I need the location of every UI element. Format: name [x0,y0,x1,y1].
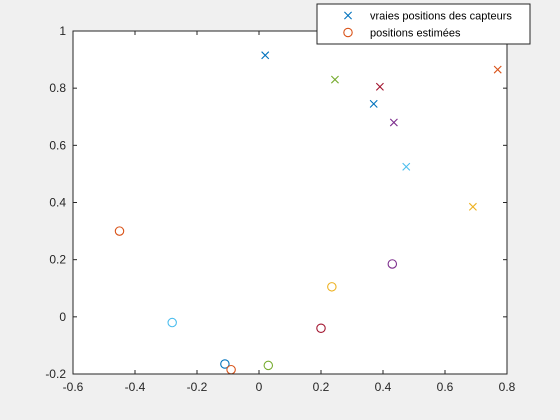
x-tick-label: 0.6 [437,380,454,394]
true-position-marker [261,51,270,60]
true-position-marker [402,162,411,171]
x-tick-label: -0.6 [63,380,84,394]
legend-x-marker-icon [344,11,352,20]
legend-label-true-positions: vraies positions des capteurs [370,11,512,23]
axes-box [72,30,508,375]
points-layer [114,51,502,375]
true-position-marker [468,202,477,211]
legend-label-estimated-positions: positions estimées [370,28,461,40]
y-tick-label: -0.2 [45,367,66,381]
x-tick-label: 0.8 [499,380,516,394]
estimated-position-marker [263,360,274,371]
x-tick-label: 0.2 [313,380,330,394]
true-position-marker [389,118,398,127]
x-tick-label: -0.2 [187,380,208,394]
estimated-position-marker [327,282,337,292]
y-tick-label: 0.6 [49,138,66,152]
true-position-marker [493,65,502,74]
estimated-position-marker [167,317,177,328]
x-tick-label: 0.4 [375,380,392,394]
legend-circle-marker-icon [343,27,353,38]
y-tick-label: 0.8 [49,81,66,95]
estimated-position-marker [387,259,398,269]
x-tick-label: -0.4 [125,380,146,394]
true-position-marker [375,82,384,91]
legend-marker-layer [343,11,353,38]
estimated-position-marker [114,226,125,236]
legend-box [316,3,531,45]
legend[interactable]: vraies positions des capteurs positions … [316,3,531,45]
y-tick-label: 1 [59,24,66,38]
true-position-marker [369,99,378,108]
true-position-marker [330,75,339,84]
y-tick-label: 0 [59,310,66,324]
estimated-position-marker [316,323,326,334]
x-tick-label: 0 [256,380,263,394]
axes-background [73,31,507,374]
y-tick-label: 0.2 [49,253,66,267]
estimated-position-marker [220,359,230,369]
y-tick-label: 0.4 [49,196,66,210]
tick-label-layer: -0.6 -0.4 -0.2 0 0.2 0.4 0.6 0.8 -0.2 0 0.2 0.4 0.6 0… [45,24,515,394]
